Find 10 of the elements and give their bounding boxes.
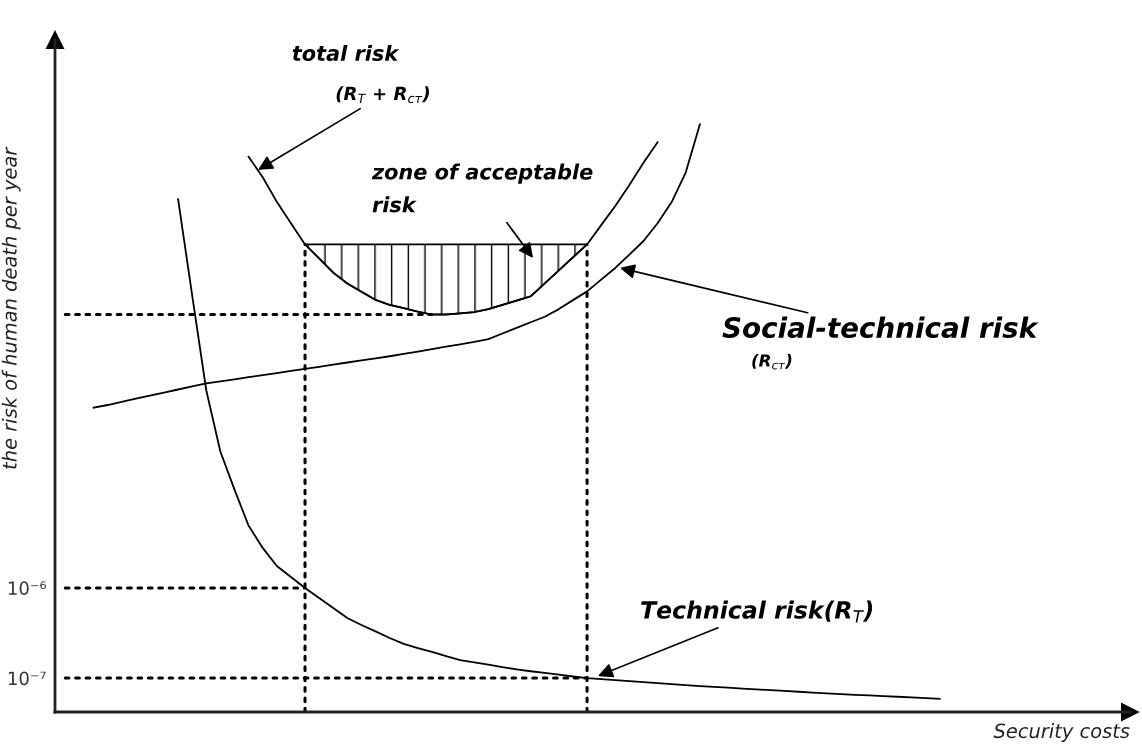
annotation: (R$_{T}$ + R$_{ст}$) — [336, 86, 429, 104]
annotation: Technical risk(R$_{T}$) — [641, 600, 873, 623]
annotation: Social-technical risk — [722, 316, 1039, 339]
annotation: zone of acceptable risk — [371, 163, 593, 213]
x-axis-title: Security costs — [993, 723, 1130, 742]
annotation: total risk — [292, 44, 400, 62]
y-axis-title: the risk of human death per year — [1, 146, 21, 469]
y-tick-label: 10⁻⁶ — [8, 581, 47, 596]
annotation: (R$_{ст}$) — [752, 353, 792, 370]
y-tick-label: 10⁻⁷ — [8, 671, 46, 686]
